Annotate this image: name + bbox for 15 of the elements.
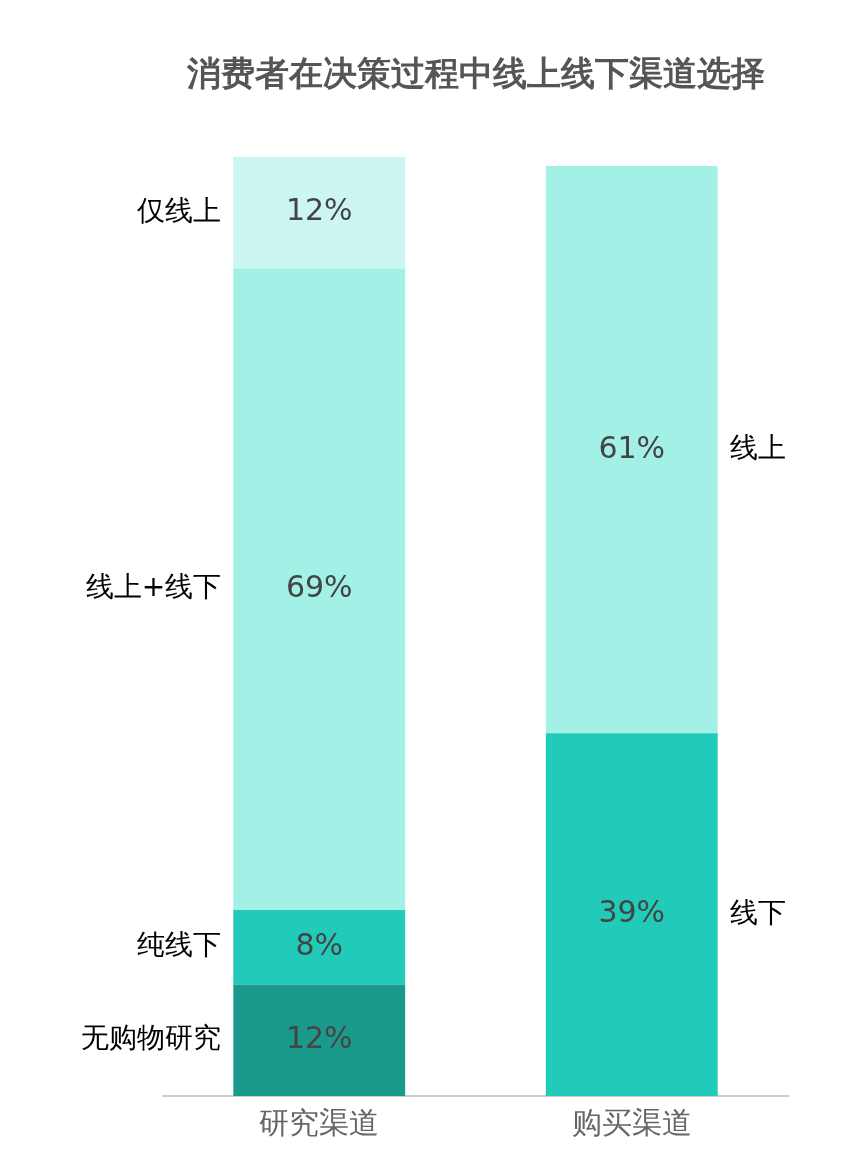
- data-label: 69%: [285, 569, 353, 604]
- data-label: 39%: [598, 894, 666, 930]
- data-label: 8%: [295, 927, 344, 963]
- data-label: 12%: [285, 1020, 353, 1055]
- data-label: 61%: [598, 429, 666, 465]
- x-tick-label: 购买渠道: [571, 1104, 692, 1140]
- x-tick-label: 研究渠道: [259, 1104, 380, 1140]
- series-label: 无购物研究: [81, 1021, 222, 1055]
- series-label: 线上: [729, 431, 786, 464]
- series-label: 线上+线下: [85, 570, 222, 604]
- series-label: 线下: [729, 895, 786, 929]
- series-label: 仅线上: [137, 193, 222, 227]
- data-label: 12%: [285, 192, 353, 228]
- series-label: 纯线下: [137, 928, 222, 962]
- chart-title: 消费者在决策过程中线上线下渠道选择: [185, 53, 765, 94]
